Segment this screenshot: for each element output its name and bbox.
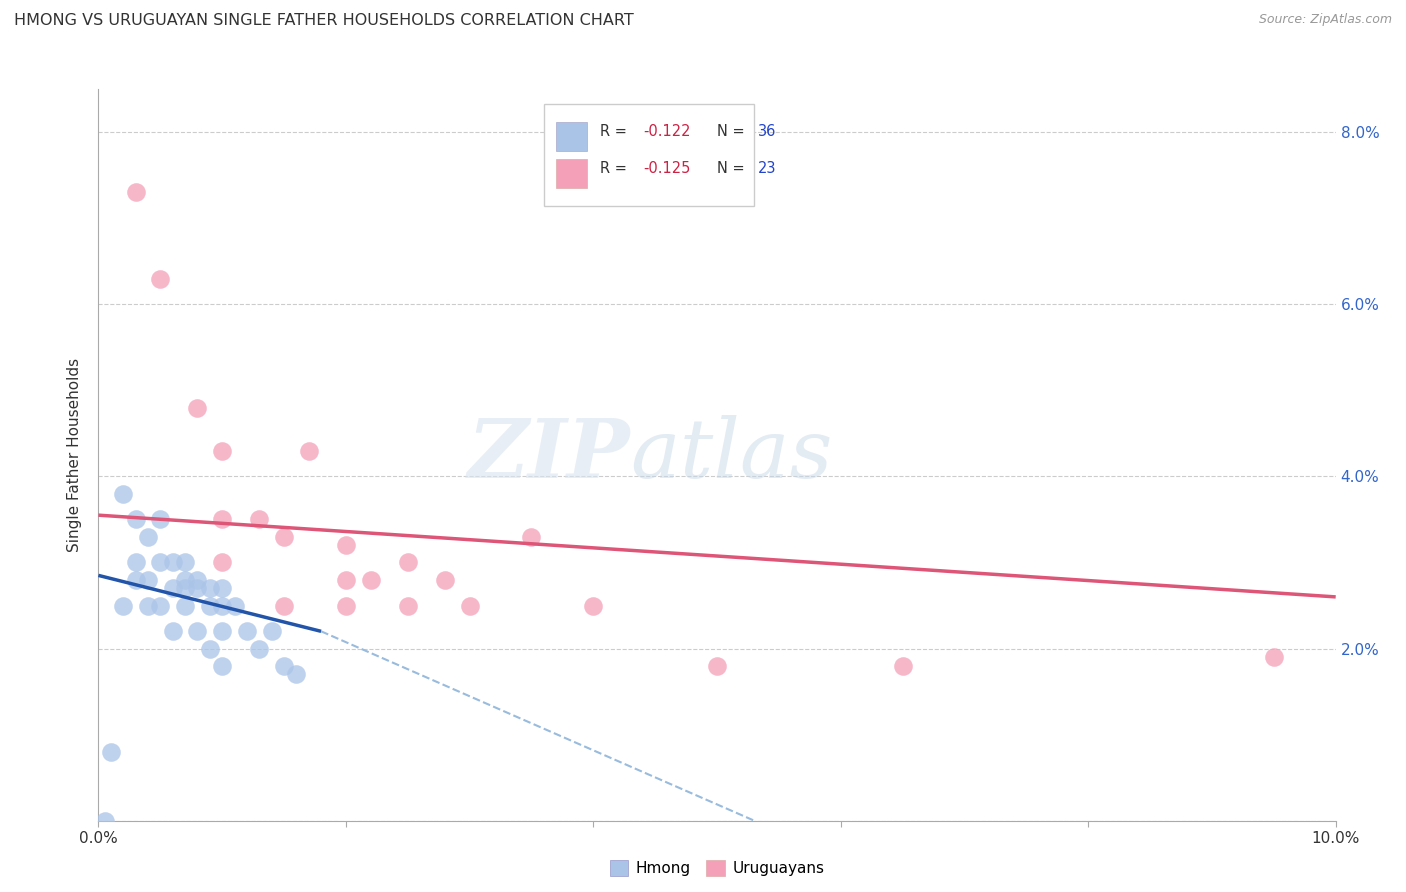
Point <box>211 443 233 458</box>
Y-axis label: Single Father Households: Single Father Households <box>67 358 83 552</box>
Text: atlas: atlas <box>630 415 832 495</box>
Point <box>298 443 321 458</box>
Point <box>149 271 172 285</box>
Point <box>211 512 233 526</box>
Point <box>124 186 146 200</box>
FancyBboxPatch shape <box>557 122 588 152</box>
Point <box>706 658 728 673</box>
Point <box>396 599 419 613</box>
Point <box>433 573 456 587</box>
Text: -0.125: -0.125 <box>643 161 690 176</box>
Point <box>273 530 295 544</box>
Text: N =: N = <box>717 161 749 176</box>
Text: 23: 23 <box>758 161 776 176</box>
Point <box>112 486 135 500</box>
Point <box>186 573 208 587</box>
Point <box>247 641 270 656</box>
Point <box>112 599 135 613</box>
Point <box>174 599 197 613</box>
Point <box>198 599 221 613</box>
Point <box>93 814 115 828</box>
Legend: Hmong, Uruguayans: Hmong, Uruguayans <box>603 855 831 882</box>
Point <box>273 599 295 613</box>
Point <box>136 573 159 587</box>
Point <box>162 624 184 639</box>
Text: N =: N = <box>717 124 749 139</box>
Text: ZIP: ZIP <box>468 415 630 495</box>
Point <box>285 667 308 681</box>
Point <box>360 573 382 587</box>
Point <box>174 582 197 596</box>
Point <box>149 512 172 526</box>
Point <box>211 624 233 639</box>
Point <box>335 538 357 552</box>
Point <box>211 582 233 596</box>
Text: HMONG VS URUGUAYAN SINGLE FATHER HOUSEHOLDS CORRELATION CHART: HMONG VS URUGUAYAN SINGLE FATHER HOUSEHO… <box>14 13 634 29</box>
Point <box>1263 650 1285 665</box>
Point <box>198 582 221 596</box>
Point <box>198 641 221 656</box>
Point <box>124 556 146 570</box>
Point <box>124 573 146 587</box>
Point <box>236 624 259 639</box>
Point <box>174 556 197 570</box>
FancyBboxPatch shape <box>544 103 754 206</box>
Point <box>124 512 146 526</box>
Text: R =: R = <box>599 161 631 176</box>
Point <box>335 599 357 613</box>
Point <box>162 582 184 596</box>
Text: R =: R = <box>599 124 631 139</box>
Text: Source: ZipAtlas.com: Source: ZipAtlas.com <box>1258 13 1392 27</box>
Point <box>247 512 270 526</box>
Point <box>520 530 543 544</box>
Point <box>149 599 172 613</box>
Text: -0.122: -0.122 <box>643 124 690 139</box>
Point <box>211 658 233 673</box>
Point <box>174 573 197 587</box>
Point <box>335 573 357 587</box>
Point <box>396 556 419 570</box>
Point <box>149 556 172 570</box>
Point <box>136 599 159 613</box>
Point <box>224 599 246 613</box>
Point <box>273 658 295 673</box>
Point <box>136 530 159 544</box>
Point <box>186 582 208 596</box>
Point <box>891 658 914 673</box>
Point <box>458 599 481 613</box>
Point <box>186 624 208 639</box>
Point <box>260 624 283 639</box>
FancyBboxPatch shape <box>557 159 588 188</box>
Text: 36: 36 <box>758 124 776 139</box>
Point <box>100 745 122 759</box>
Point <box>211 556 233 570</box>
Point <box>162 556 184 570</box>
Point <box>186 401 208 415</box>
Point <box>582 599 605 613</box>
Point <box>211 599 233 613</box>
